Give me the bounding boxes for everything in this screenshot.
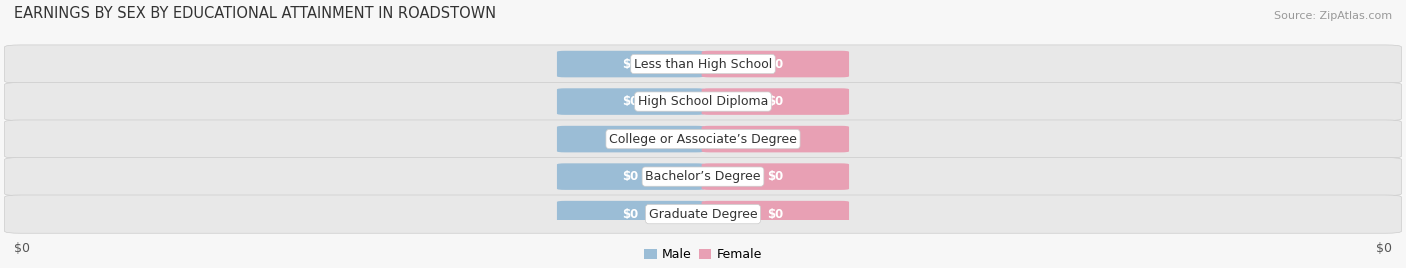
FancyBboxPatch shape bbox=[4, 120, 1402, 158]
Text: Less than High School: Less than High School bbox=[634, 58, 772, 70]
Legend: Male, Female: Male, Female bbox=[640, 243, 766, 266]
Text: $0: $0 bbox=[768, 170, 783, 183]
Text: $0: $0 bbox=[623, 133, 638, 146]
Text: Bachelor’s Degree: Bachelor’s Degree bbox=[645, 170, 761, 183]
Text: $0: $0 bbox=[768, 133, 783, 146]
Text: $0: $0 bbox=[623, 58, 638, 70]
Text: $0: $0 bbox=[623, 95, 638, 108]
Text: $0: $0 bbox=[768, 58, 783, 70]
Text: $0: $0 bbox=[14, 242, 30, 255]
Text: $0: $0 bbox=[768, 95, 783, 108]
Text: $0: $0 bbox=[623, 170, 638, 183]
FancyBboxPatch shape bbox=[702, 126, 849, 152]
FancyBboxPatch shape bbox=[557, 163, 704, 190]
FancyBboxPatch shape bbox=[702, 51, 849, 77]
FancyBboxPatch shape bbox=[557, 51, 704, 77]
FancyBboxPatch shape bbox=[702, 88, 849, 115]
FancyBboxPatch shape bbox=[4, 83, 1402, 121]
Text: Source: ZipAtlas.com: Source: ZipAtlas.com bbox=[1274, 11, 1392, 21]
FancyBboxPatch shape bbox=[4, 45, 1402, 83]
Text: $0: $0 bbox=[623, 208, 638, 221]
FancyBboxPatch shape bbox=[4, 158, 1402, 196]
FancyBboxPatch shape bbox=[702, 163, 849, 190]
FancyBboxPatch shape bbox=[702, 201, 849, 228]
Text: High School Diploma: High School Diploma bbox=[638, 95, 768, 108]
Text: College or Associate’s Degree: College or Associate’s Degree bbox=[609, 133, 797, 146]
Text: $0: $0 bbox=[768, 208, 783, 221]
Text: EARNINGS BY SEX BY EDUCATIONAL ATTAINMENT IN ROADSTOWN: EARNINGS BY SEX BY EDUCATIONAL ATTAINMEN… bbox=[14, 6, 496, 21]
Text: Graduate Degree: Graduate Degree bbox=[648, 208, 758, 221]
FancyBboxPatch shape bbox=[557, 126, 704, 152]
FancyBboxPatch shape bbox=[4, 195, 1402, 233]
FancyBboxPatch shape bbox=[557, 88, 704, 115]
FancyBboxPatch shape bbox=[557, 201, 704, 228]
Text: $0: $0 bbox=[1376, 242, 1392, 255]
